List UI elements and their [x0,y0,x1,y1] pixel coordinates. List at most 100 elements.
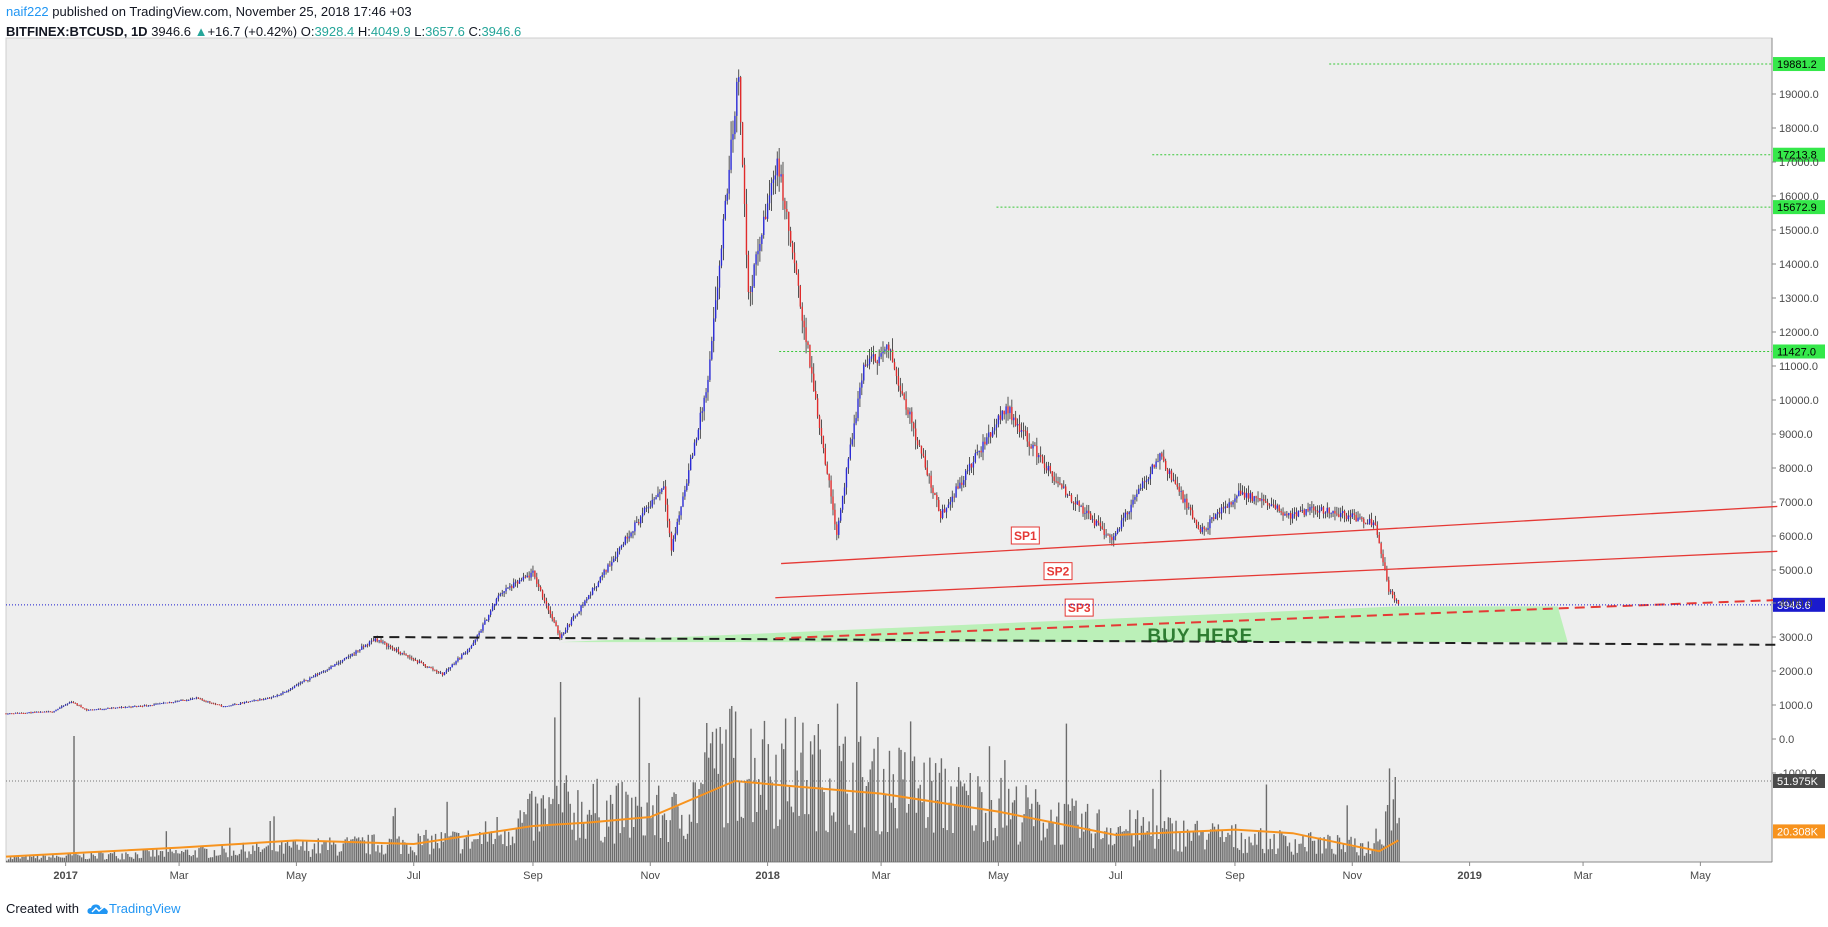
volume-bar [1233,847,1235,862]
volume-bar [517,818,519,862]
volume-bar [281,840,283,862]
volume-bar [784,718,787,862]
candle-body [138,705,140,707]
volume-bar [123,859,125,862]
author-link[interactable]: naif222 [6,4,49,19]
volume-bar [144,850,146,862]
volume-bar [773,828,775,862]
volume-bar [681,814,683,862]
candle-body [407,655,409,657]
volume-bar [21,856,23,862]
candle-body [755,254,757,265]
candle-body [920,445,923,454]
candle-body [1366,523,1369,525]
candle-body [722,218,725,249]
volume-bar [532,840,535,862]
volume-bar [1286,846,1289,862]
volume-bar [690,821,693,862]
volume-bar [446,801,448,862]
candle-body [28,712,30,713]
volume-bar [1104,831,1106,862]
volume-bar [1127,830,1129,862]
volume-bar [148,851,150,862]
volume-bar [542,795,544,862]
candle-body [174,701,176,703]
volume-bar [1106,827,1108,862]
candle-body [1136,493,1138,497]
candle-body [1043,463,1046,469]
candle-body [1063,486,1065,488]
tradingview-link[interactable]: TradingView [87,901,181,916]
candle-body [1088,510,1090,514]
candle-body [932,487,934,493]
candle-body [1251,493,1253,502]
volume-bar [1019,841,1021,862]
candle-body [643,507,646,514]
volume-bar [194,850,196,862]
volume-bar [619,833,621,862]
candle-body [522,576,525,580]
candle-body [278,695,280,696]
candle-body [739,77,742,123]
price-tick-label: 9000.0 [1779,429,1813,441]
candle-body [70,702,73,703]
candle-body [14,712,17,714]
candle-body [168,702,171,703]
candle-body [178,700,180,702]
volume-bar [52,854,54,862]
volume-bar [736,820,739,862]
volume-bar [350,839,352,862]
candle-body [557,626,559,634]
candle-body [888,344,890,351]
volume-bar [713,768,716,862]
volume-bar [659,838,662,862]
volume-bar [863,827,866,862]
volume-bar [1242,853,1245,862]
volume-bar [594,813,596,862]
volume-bar [419,836,421,862]
volume-bar [1192,832,1195,862]
candle-body [884,349,886,352]
volume-bar [188,855,191,862]
time-tick-label: Sep [1225,870,1245,882]
trendline-label: SP3 [1068,601,1091,615]
volume-bar [1036,801,1039,862]
candle-body [43,711,46,713]
candle-body [293,686,296,689]
candle-body [1055,480,1057,482]
candle-body [953,496,955,498]
candle-body [1245,493,1248,498]
candle-body [705,392,707,398]
candle-body [72,702,75,703]
candle-body [409,656,411,658]
candle-body [1247,493,1250,499]
volume-bar [665,820,668,862]
low-label: L: [414,24,426,39]
volume-bar [575,840,577,862]
candle-body [1191,510,1194,519]
volume-bar [908,804,910,862]
volume-bar [1359,843,1362,862]
volume-bar [121,853,123,862]
volume-bar [486,841,489,862]
candle-body [1295,512,1298,517]
candle-body [809,345,811,367]
candle-body [534,570,536,578]
price-tick-label: 6000.0 [1779,531,1813,543]
candle-body [411,657,413,659]
volume-bar [963,783,966,862]
candle-body [841,495,844,510]
volume-bar [1306,851,1308,862]
volume-bar [498,835,500,862]
volume-bar [459,853,462,862]
candle-body [1299,510,1302,512]
candle-body [247,701,250,703]
volume-bar [34,858,37,862]
candle-body [164,702,167,704]
candle-body [401,653,403,654]
volume-bar [307,851,310,862]
volume-bar [698,789,700,862]
candle-body [757,250,759,255]
volume-bar [688,814,691,862]
